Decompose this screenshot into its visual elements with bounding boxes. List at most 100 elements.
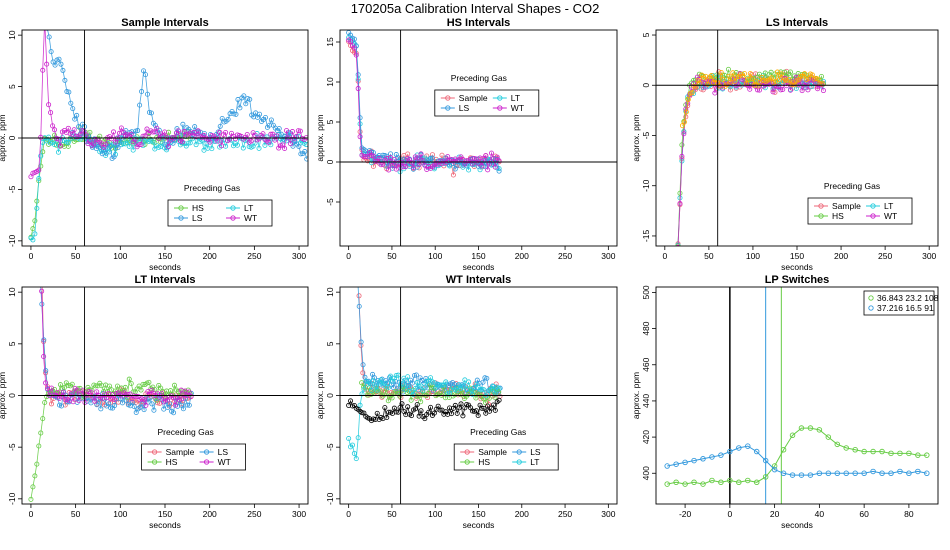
data-point: [55, 149, 61, 155]
data-point: [407, 385, 413, 391]
data-point: [172, 402, 178, 408]
legend-label: LT: [511, 93, 520, 103]
x-tick-label: 150: [471, 251, 485, 261]
data-point: [289, 129, 295, 135]
data-point: [192, 124, 198, 130]
data-point: [762, 474, 769, 480]
data-point: [718, 69, 724, 75]
data-point: [243, 101, 249, 107]
data-point: [774, 84, 780, 90]
legend-swatch-point: [178, 215, 184, 221]
x-tick-label: 300: [922, 251, 936, 261]
data-point: [809, 72, 815, 78]
data-point: [240, 145, 246, 151]
chart-panel: HS Intervals 0 50 100 150 200 250 300 -5 0 5 10 15 se…: [315, 17, 618, 272]
data-point: [41, 353, 47, 359]
x-tick-label: 0: [662, 251, 667, 261]
data-point: [129, 399, 135, 405]
data-point: [720, 76, 726, 82]
data-point: [378, 377, 384, 383]
data-point: [428, 404, 434, 410]
legend-swatch-point: [868, 305, 874, 311]
data-point: [852, 470, 858, 477]
legend-label: HS: [478, 457, 490, 467]
data-point: [111, 397, 117, 403]
data-point: [772, 78, 778, 84]
x-tick-label: 250: [247, 509, 261, 519]
data-point: [414, 155, 420, 161]
data-point: [252, 132, 258, 138]
data-point: [786, 76, 792, 82]
x-axis-label: seconds: [463, 262, 495, 272]
x-tick-label: 250: [558, 251, 572, 261]
data-point: [372, 158, 378, 164]
data-point: [747, 71, 753, 77]
panel-title: WT Intervals: [446, 274, 511, 286]
data-point: [209, 146, 215, 152]
plot-area: [664, 287, 930, 504]
data-point: [46, 34, 52, 40]
data-point: [825, 470, 832, 477]
data-point: [119, 400, 125, 406]
data-point: [454, 410, 460, 416]
data-point: [34, 461, 40, 467]
data-point: [39, 288, 45, 294]
data-point: [184, 402, 190, 408]
data-point: [30, 484, 36, 490]
data-point: [231, 111, 237, 117]
data-point: [422, 416, 428, 422]
data-point: [458, 392, 464, 398]
data-point: [44, 394, 50, 400]
data-point: [369, 387, 375, 393]
data-point: [460, 383, 466, 389]
y-tick-label: -5: [7, 443, 17, 451]
y-axis-label: approx. ppm: [631, 372, 641, 419]
plot-frame: [655, 29, 939, 247]
data-point: [420, 388, 426, 394]
data-point: [167, 401, 173, 407]
data-point: [403, 164, 409, 170]
chart-panel: LT Intervals 0 50 100 150 200 250 300 -10 -5 0 5 10 s…: [0, 274, 309, 530]
data-point: [393, 409, 399, 415]
data-point: [774, 69, 780, 75]
data-point: [487, 160, 493, 166]
data-point: [371, 375, 377, 381]
data-point: [486, 395, 492, 401]
legend-label: WT: [244, 213, 257, 223]
data-point: [268, 131, 274, 137]
y-axis-label: approx. ppm: [631, 114, 641, 161]
data-point: [201, 147, 207, 153]
data-point: [418, 399, 424, 405]
data-point: [55, 136, 61, 142]
legend-swatch-point: [497, 105, 503, 111]
data-point: [357, 134, 363, 140]
data-point: [171, 410, 177, 416]
data-point: [802, 71, 808, 77]
data-point: [447, 389, 453, 395]
data-point: [412, 406, 418, 412]
data-point: [397, 393, 403, 399]
legend-swatch-point: [178, 205, 184, 211]
data-point: [126, 376, 132, 382]
data-point: [834, 470, 841, 477]
legend-label: WT: [511, 103, 524, 113]
x-tick-label: 50: [387, 509, 397, 519]
data-point: [718, 452, 724, 458]
data-point: [40, 67, 46, 73]
data-point: [114, 383, 120, 389]
data-point: [450, 172, 456, 178]
data-point: [80, 387, 86, 393]
data-point: [388, 373, 394, 379]
data-point: [356, 303, 362, 309]
data-point: [370, 378, 376, 384]
data-point: [59, 403, 65, 409]
data-point: [807, 472, 814, 478]
plot-area: [28, 287, 194, 502]
x-tick-label: 150: [471, 509, 485, 519]
legend-swatch-point: [203, 459, 210, 465]
data-point: [304, 156, 308, 162]
data-point: [144, 91, 150, 97]
data-point: [141, 68, 147, 74]
legend-box: [434, 89, 540, 117]
data-point: [112, 403, 118, 409]
